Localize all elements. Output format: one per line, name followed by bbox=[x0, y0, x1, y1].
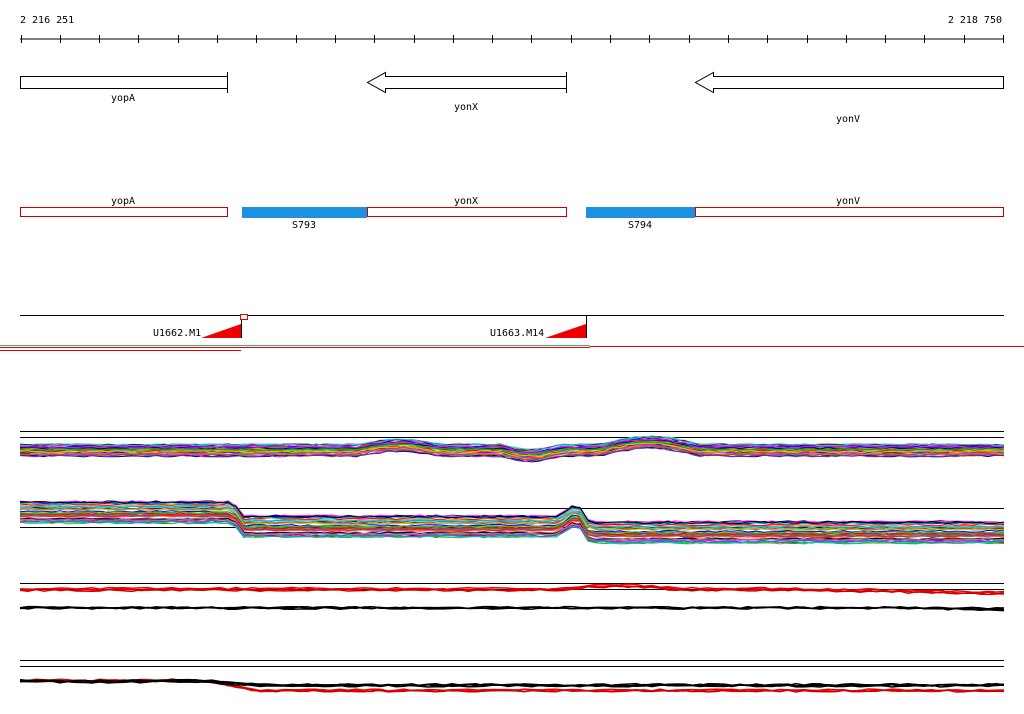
gene-label-yonV: yonV bbox=[836, 114, 860, 125]
expression-track-1 bbox=[19, 431, 1005, 463]
segment-S794[interactable] bbox=[586, 207, 695, 218]
annotation-label-yonX: yonX bbox=[454, 196, 478, 207]
expression-profile-line bbox=[19, 511, 1005, 535]
expression-profile-line bbox=[19, 506, 1004, 530]
expression-profile-line bbox=[19, 514, 1005, 538]
expression-profile-line bbox=[19, 508, 1005, 532]
expression-profile-line bbox=[19, 512, 1005, 536]
gene-yonV[interactable]: yonV bbox=[694, 71, 1004, 126]
expression-track-3 bbox=[19, 583, 1005, 612]
upshift-track: U1662.M1 U1663.M14 bbox=[0, 314, 1024, 351]
expression-profile-line bbox=[19, 510, 1005, 533]
expression-profile-line bbox=[19, 446, 1004, 463]
ruler-ticks bbox=[21, 35, 1004, 43]
expression-profile-line bbox=[19, 438, 1005, 454]
upshift-label-U1662.M1: U1662.M1 bbox=[153, 328, 201, 339]
expression-profile-line bbox=[19, 436, 1005, 451]
expression-profile-line bbox=[19, 504, 1005, 528]
expression-profile-line bbox=[19, 583, 1005, 594]
annotation-track: yopA yonX yonV S793 S794 bbox=[20, 196, 1004, 231]
upshift-label-U1663.M14: U1663.M14 bbox=[490, 328, 544, 339]
segment-label-S794: S794 bbox=[628, 220, 652, 231]
expression-track-2 bbox=[19, 500, 1005, 545]
coordinate-end: 2 218 750 bbox=[948, 15, 1002, 26]
expression-track-4 bbox=[19, 660, 1005, 693]
segment-label-S793: S793 bbox=[292, 220, 316, 231]
expression-profile-line bbox=[19, 518, 1005, 542]
gene-label-yonX: yonX bbox=[454, 102, 478, 113]
expression-profile-line bbox=[19, 520, 1005, 543]
expression-profiles-3 bbox=[19, 583, 1005, 612]
upshift-U1663.M14[interactable]: U1663.M14 bbox=[490, 315, 587, 339]
expression-profiles-2 bbox=[19, 500, 1005, 545]
gene-yonX[interactable]: yonX bbox=[366, 71, 567, 113]
expression-profile-line bbox=[19, 605, 1005, 610]
coordinate-ruler: 2 216 251 2 218 750 bbox=[20, 15, 1004, 43]
annotation-box-yopA[interactable] bbox=[20, 207, 228, 217]
segment-S793[interactable] bbox=[242, 207, 367, 218]
expression-profile-line bbox=[19, 505, 1005, 529]
expression-profile-line bbox=[19, 442, 1004, 458]
expression-profiles-4 bbox=[19, 678, 1005, 693]
expression-profile-line bbox=[19, 679, 1004, 688]
upshift-U1662.M1[interactable]: U1662.M1 bbox=[153, 314, 248, 340]
gene-yopA[interactable]: yopA bbox=[20, 72, 228, 104]
annotation-label-yonV: yonV bbox=[836, 196, 860, 207]
annotation-box-yonV[interactable] bbox=[695, 207, 1004, 217]
expression-profile-line bbox=[19, 440, 1005, 456]
expression-profile-line bbox=[19, 501, 1005, 525]
gene-label-yopA: yopA bbox=[111, 93, 135, 104]
coordinate-start: 2 216 251 bbox=[20, 15, 74, 26]
expression-profile-line bbox=[19, 585, 1005, 596]
annotation-box-yonX[interactable] bbox=[367, 207, 567, 217]
expression-profiles-1 bbox=[19, 435, 1005, 463]
expression-profile-line bbox=[19, 515, 1005, 539]
expression-profile-line bbox=[19, 435, 1005, 452]
expression-profile-line bbox=[19, 500, 1005, 524]
expression-profile-line bbox=[19, 442, 1005, 458]
gene-track: yopA yonX yonV bbox=[20, 71, 1004, 126]
annotation-label-yopA: yopA bbox=[111, 196, 135, 207]
expression-profile-line bbox=[19, 444, 1005, 461]
